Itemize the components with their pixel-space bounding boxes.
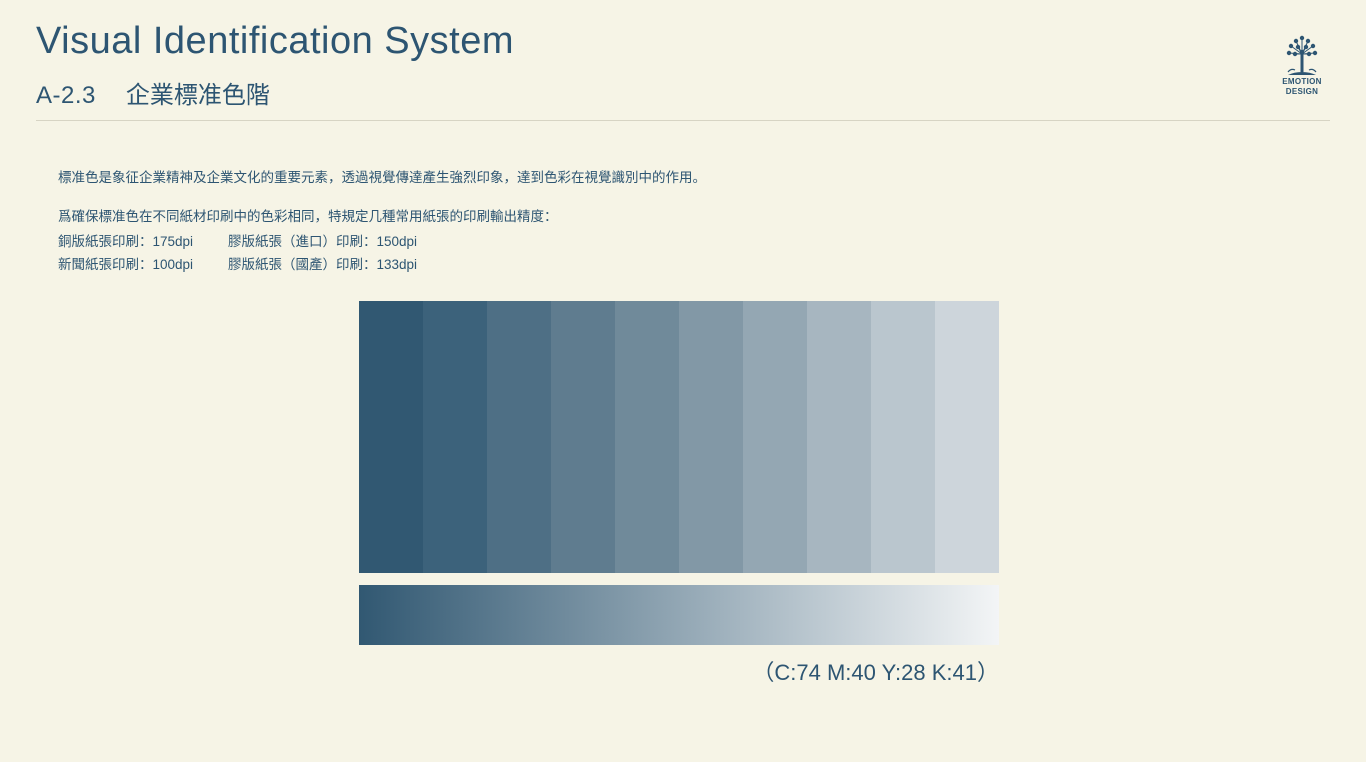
- swatch-2: [423, 301, 487, 573]
- tree-icon: [1278, 32, 1326, 76]
- swatch-8: [807, 301, 871, 573]
- subtitle-row: A-2.3 企業標准色階: [36, 75, 1330, 110]
- print-specs-grid: 銅版紙張印刷：175dpi 膠版紙張（進口）印刷：150dpi 新聞紙張印刷：1…: [58, 232, 706, 276]
- spec-cell: 膠版紙張（進口）印刷：150dpi: [228, 232, 448, 253]
- spec-cell: 新聞紙張印刷：100dpi: [58, 255, 228, 276]
- swatch-6: [679, 301, 743, 573]
- paragraph-2: 爲確保標准色在不同紙材印刷中的色彩相同，特規定几種常用紙張的印刷輸出精度：: [58, 207, 706, 228]
- section-code: A-2.3: [36, 82, 96, 110]
- logo-text-line2: DESIGN: [1276, 88, 1328, 96]
- header-divider: [36, 120, 1330, 121]
- swatch-7: [743, 301, 807, 573]
- color-scale: [359, 301, 999, 645]
- swatch-row: [359, 301, 999, 573]
- section-subtitle: 企業標准色階: [126, 75, 270, 110]
- swatch-1: [359, 301, 423, 573]
- swatch-4: [551, 301, 615, 573]
- swatch-9: [871, 301, 935, 573]
- cmyk-label: （C:74 M:40 Y:28 K:41）: [359, 655, 999, 687]
- brand-logo: EMOTION DESIGN: [1276, 32, 1328, 97]
- page-title: Visual Identification System: [36, 20, 1330, 63]
- swatch-5: [615, 301, 679, 573]
- logo-text-line1: EMOTION: [1276, 78, 1328, 86]
- spec-cell: 膠版紙張（國產）印刷：133dpi: [228, 255, 448, 276]
- paragraph-1: 標准色是象征企業精神及企業文化的重要元素，透過視覺傳達產生強烈印象，達到色彩在視…: [58, 168, 706, 189]
- body-copy: 標准色是象征企業精神及企業文化的重要元素，透過視覺傳達產生強烈印象，達到色彩在視…: [58, 168, 706, 276]
- swatch-10: [935, 301, 999, 573]
- gradient-bar: [359, 585, 999, 645]
- header: Visual Identification System A-2.3 企業標准色…: [36, 20, 1330, 110]
- swatch-3: [487, 301, 551, 573]
- spec-cell: 銅版紙張印刷：175dpi: [58, 232, 228, 253]
